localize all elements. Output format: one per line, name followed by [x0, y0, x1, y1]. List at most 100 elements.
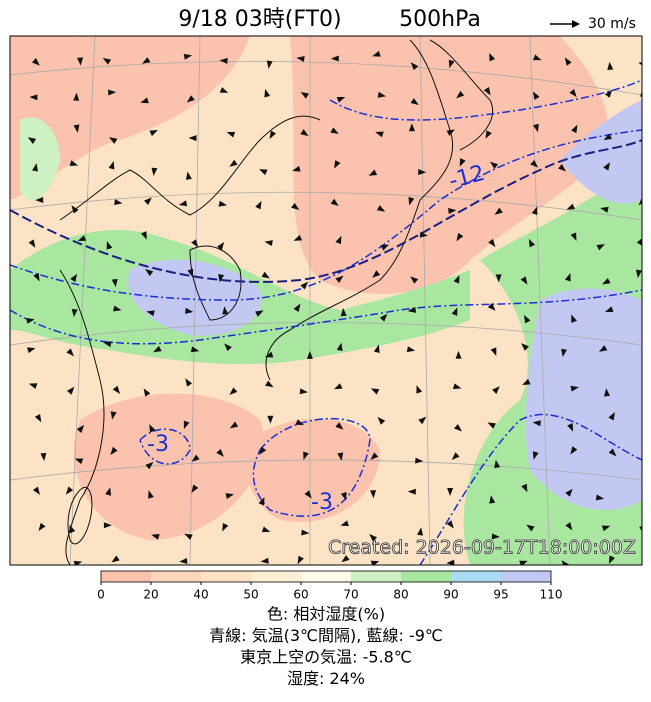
- wind-arrow: [73, 124, 80, 133]
- wind-arrow: [369, 533, 378, 542]
- wind-arrow: [571, 314, 577, 323]
- wind-arrow: [335, 235, 342, 245]
- wind-arrow: [32, 486, 40, 495]
- wind-arrow: [190, 346, 200, 353]
- wind-arrow: [229, 387, 238, 395]
- wind-arrow: [407, 306, 417, 313]
- wind-arrow: [596, 244, 605, 251]
- map-frame: [9, 35, 643, 566]
- wind-arrow: [645, 130, 651, 138]
- wind-arrow: [454, 424, 463, 432]
- wind-arrow: [595, 494, 605, 501]
- wind-arrow: [523, 314, 531, 324]
- wind-arrow: [370, 560, 380, 565]
- wind-arrow: [451, 452, 460, 460]
- wind-arrow: [488, 238, 496, 248]
- wind-arrow: [111, 278, 118, 288]
- wind-arrow: [148, 490, 154, 499]
- wind-arrow: [561, 348, 567, 358]
- wind-arrow: [73, 560, 83, 565]
- wind-arrow: [110, 411, 117, 420]
- wind-arrow: [146, 310, 155, 317]
- wind-arrow: [368, 169, 378, 176]
- wind-arrow: [184, 533, 193, 540]
- wind-arrow: [453, 275, 460, 284]
- caption-line: 東京上空の気温: -5.8℃: [240, 648, 412, 667]
- colorbar-tick-label: 80: [393, 588, 408, 602]
- wind-arrow: [153, 345, 162, 353]
- wind-arrow: [112, 385, 121, 394]
- wind-arrow: [38, 522, 46, 532]
- wind-arrow: [494, 207, 503, 215]
- wind-arrow: [647, 412, 651, 421]
- wind-arrow: [219, 87, 229, 93]
- wind-arrow: [415, 457, 424, 464]
- wind-arrow: [459, 158, 466, 167]
- wind-arrow: [40, 452, 47, 462]
- wind-arrow: [186, 95, 195, 103]
- wind-arrow: [34, 413, 42, 423]
- wind-arrow: [602, 277, 611, 285]
- colorbar-swatch: [151, 571, 201, 582]
- wind-arrow: [33, 272, 40, 282]
- wind-arrow: [66, 348, 75, 357]
- caption-line: 色: 相対湿度(%): [267, 605, 385, 624]
- wind-arrow: [370, 388, 380, 395]
- wind-arrow: [143, 388, 151, 397]
- wind-arrow: [521, 343, 529, 351]
- colorbar-tick-label: 40: [193, 588, 208, 602]
- wind-arrow: [491, 533, 500, 540]
- wind-arrow: [216, 448, 224, 457]
- humidity-area: [560, 100, 642, 204]
- wind-arrow: [224, 343, 232, 352]
- wind-arrow: [110, 446, 118, 456]
- wind-arrow: [599, 345, 608, 352]
- wind-arrow: [188, 135, 197, 142]
- wind-arrow: [304, 490, 312, 499]
- wind-arrow: [31, 57, 40, 66]
- wind-arrow: [608, 448, 617, 457]
- wind-arrow: [191, 484, 199, 493]
- temperature-contour: [10, 79, 642, 565]
- wind-arrow: [373, 344, 380, 354]
- wind-arrow: [255, 310, 264, 317]
- colorbar-swatch: [201, 571, 251, 582]
- wind-arrow: [226, 131, 236, 138]
- wind-arrow: [608, 412, 615, 421]
- wind-arrow: [487, 422, 496, 429]
- wind-arrow: [77, 235, 87, 241]
- wind-arrow: [113, 305, 122, 312]
- colorbar-tick-label: 95: [493, 588, 508, 602]
- wind-arrow: [222, 522, 229, 532]
- wind-arrow: [608, 555, 615, 564]
- wind-arrow: [77, 57, 84, 66]
- wind-arrow: [108, 160, 115, 170]
- colorbar-tick-label: 0: [97, 588, 105, 602]
- wind-arrow: [105, 487, 112, 496]
- wind-arrow: [335, 422, 344, 430]
- wind-arrow: [264, 351, 274, 358]
- wind-arrow: [601, 525, 611, 532]
- wind-arrow: [303, 451, 309, 461]
- wind-arrow: [490, 347, 497, 356]
- wind-arrow: [370, 490, 377, 499]
- wind-arrow: [487, 302, 496, 311]
- wind-arrow: [74, 458, 84, 465]
- wind-arrow: [521, 483, 528, 493]
- wind-arrow: [145, 269, 154, 277]
- wind-arrow: [446, 520, 454, 529]
- wind-arrow: [76, 424, 85, 433]
- minus9-contour: [10, 139, 642, 283]
- wind-arrow: [600, 206, 609, 213]
- colorbar-swatch: [501, 571, 551, 582]
- wind-arrow: [448, 59, 455, 69]
- humidity-area: [525, 288, 642, 510]
- wind-arrow: [639, 525, 642, 535]
- wind-arrow: [528, 238, 536, 248]
- wind-arrow: [66, 386, 75, 395]
- wind-arrow: [222, 306, 229, 315]
- wind-arrow: [410, 98, 419, 106]
- wind-arrow: [292, 165, 301, 172]
- wind-arrow: [259, 169, 268, 176]
- wind-arrow: [564, 273, 571, 282]
